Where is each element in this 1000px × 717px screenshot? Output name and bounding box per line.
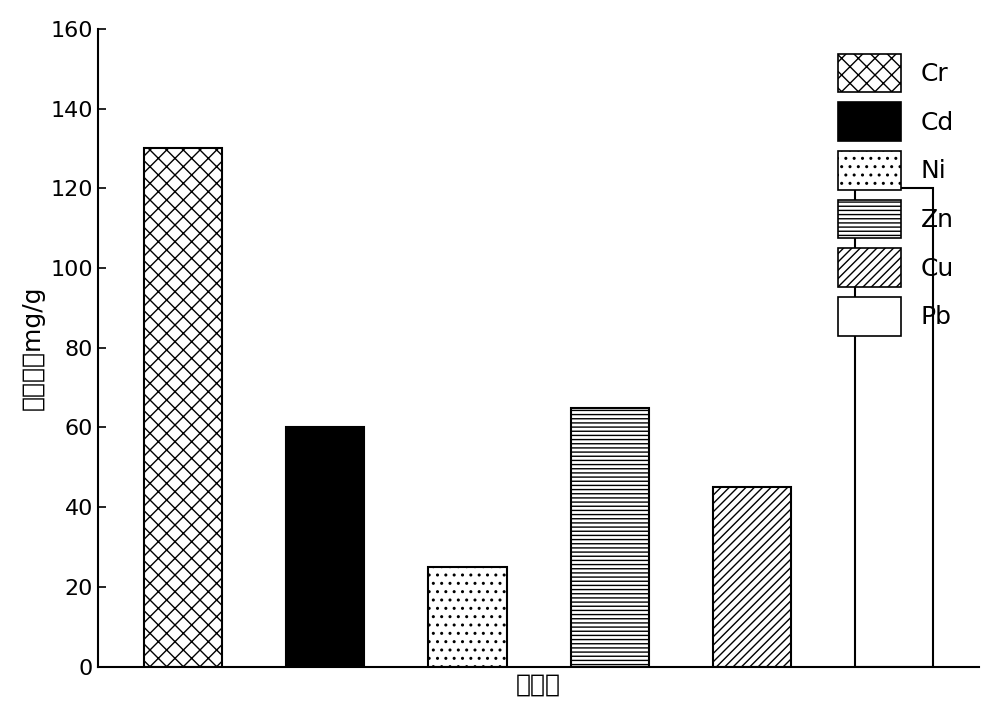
Legend: Cr, Cd, Ni, Zn, Cu, Pb: Cr, Cd, Ni, Zn, Cu, Pb: [826, 42, 967, 348]
Bar: [144, 148, 222, 667]
Bar: [855, 189, 933, 667]
Bar: [428, 567, 507, 667]
Bar: [713, 488, 791, 667]
Bar: [571, 407, 649, 667]
Y-axis label: 吸附容量mg/g: 吸附容量mg/g: [21, 285, 45, 410]
X-axis label: 重金属: 重金属: [516, 672, 561, 696]
Bar: [286, 427, 364, 667]
